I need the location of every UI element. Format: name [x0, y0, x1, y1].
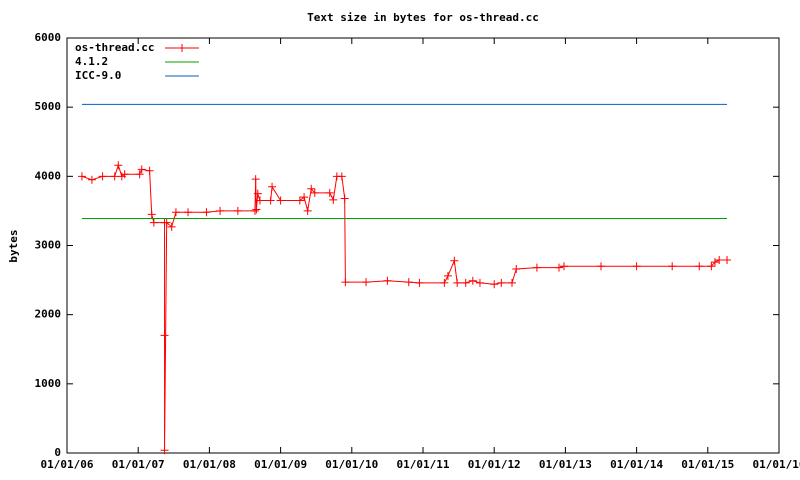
legend-marker — [178, 44, 186, 52]
data-point — [490, 280, 499, 289]
data-point — [160, 331, 169, 340]
data-point — [147, 210, 156, 219]
x-tick-label: 01/01/12 — [468, 458, 521, 471]
data-point — [98, 172, 107, 181]
data-point — [559, 262, 568, 271]
data-point — [266, 196, 275, 205]
data-point — [415, 278, 424, 287]
data-point — [450, 256, 459, 265]
x-tick-label: 01/01/06 — [41, 458, 94, 471]
data-point — [532, 263, 541, 272]
plot-frame — [66, 37, 780, 454]
x-tick-label: 01/01/07 — [112, 458, 165, 471]
x-tick-label: 01/01/14 — [610, 458, 663, 471]
x-tick-label: 01/01/08 — [183, 458, 236, 471]
data-point — [233, 206, 242, 215]
data-point — [251, 175, 260, 184]
data-point — [184, 208, 193, 217]
data-point — [443, 271, 452, 280]
series-line — [81, 163, 728, 451]
data-point — [707, 262, 716, 271]
x-tick-label: 01/01/13 — [539, 458, 592, 471]
data-point — [303, 206, 312, 215]
data-point — [723, 256, 732, 265]
data-point — [167, 222, 176, 231]
legend-label: 4.1.2 — [75, 55, 108, 68]
data-point — [337, 172, 346, 181]
data-point — [253, 189, 262, 198]
data-point — [632, 262, 641, 271]
data-point — [120, 170, 129, 179]
data-point — [252, 205, 261, 214]
data-point — [362, 278, 371, 287]
data-point — [255, 196, 264, 205]
y-tick-label: 5000 — [35, 100, 62, 113]
data-point — [162, 218, 171, 227]
data-point — [276, 196, 285, 205]
y-axis-label: bytes — [7, 229, 20, 262]
data-point — [554, 263, 563, 272]
legend-label: ICC-9.0 — [75, 69, 121, 82]
data-point — [110, 172, 119, 181]
data-point — [508, 278, 516, 287]
y-tick-label: 3000 — [35, 239, 62, 252]
y-tick-label: 0 — [54, 446, 61, 459]
data-point — [383, 276, 392, 285]
data-point — [475, 278, 484, 287]
data-point — [300, 193, 309, 202]
data-point — [461, 278, 470, 287]
x-tick-label: 01/01/15 — [681, 458, 734, 471]
y-tick-label: 1000 — [35, 377, 62, 390]
y-tick-label: 4000 — [35, 169, 62, 182]
x-tick-label: 01/01/09 — [254, 458, 307, 471]
data-point — [325, 188, 334, 197]
data-point — [171, 208, 180, 217]
data-point — [77, 172, 86, 181]
x-tick-label: 01/01/10 — [325, 458, 378, 471]
data-point — [268, 182, 277, 191]
x-tick-label: 01/01/16 — [753, 458, 800, 471]
data-point — [512, 265, 521, 274]
data-point — [404, 278, 413, 287]
data-point — [149, 218, 158, 227]
y-tick-label: 6000 — [35, 31, 62, 44]
data-point — [497, 278, 506, 287]
data-point — [202, 208, 211, 217]
data-point — [295, 196, 304, 205]
data-point — [114, 161, 123, 170]
data-point — [145, 166, 154, 175]
data-point — [440, 278, 449, 287]
data-point — [135, 170, 144, 179]
data-point — [597, 262, 605, 271]
data-point — [160, 446, 169, 455]
legend-label: os-thread.cc — [75, 41, 154, 54]
data-point — [715, 256, 724, 265]
data-point — [137, 165, 146, 174]
data-point — [307, 184, 316, 193]
x-tick-label: 01/01/11 — [397, 458, 450, 471]
data-point — [341, 278, 350, 287]
data-point — [87, 175, 96, 184]
data-point — [695, 262, 704, 271]
data-point — [310, 188, 319, 197]
y-tick-label: 2000 — [35, 308, 62, 321]
data-point — [668, 262, 677, 271]
data-point — [453, 278, 462, 287]
chart-title: Text size in bytes for os-thread.cc — [307, 11, 539, 24]
data-point — [468, 276, 477, 285]
data-point — [329, 195, 338, 204]
data-point — [250, 206, 259, 215]
data-point — [340, 194, 349, 203]
data-point — [216, 206, 225, 215]
data-point — [710, 258, 719, 267]
